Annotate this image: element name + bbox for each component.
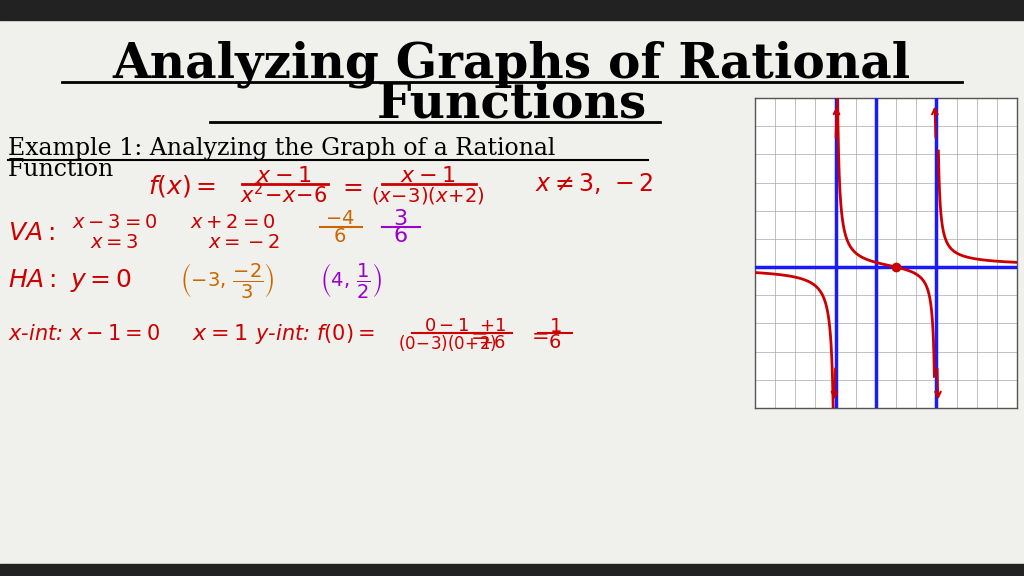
- Text: $=$: $=$: [526, 325, 548, 345]
- Text: $x=1$: $x=1$: [193, 324, 247, 344]
- Text: $x \neq 3,\,-2$: $x \neq 3,\,-2$: [535, 172, 653, 196]
- Text: $x=-2$: $x=-2$: [208, 233, 281, 252]
- Text: $0-1$: $0-1$: [424, 317, 470, 335]
- Text: $6$: $6$: [549, 334, 561, 353]
- Text: $6$: $6$: [392, 226, 408, 246]
- Text: $x-3=0$: $x-3=0$: [72, 214, 158, 233]
- Text: $x^2\!-\!x\!-\!6$: $x^2\!-\!x\!-\!6$: [240, 183, 328, 207]
- Text: $6$: $6$: [334, 226, 346, 245]
- Text: Example 1: Analyzing the Graph of a Rational: Example 1: Analyzing the Graph of a Rati…: [8, 137, 555, 160]
- Text: $f(x) =$: $f(x) =$: [148, 173, 216, 199]
- Text: $\left(-3,\,\dfrac{-2}{3}\right)$: $\left(-3,\,\dfrac{-2}{3}\right)$: [180, 262, 274, 301]
- Text: $=$: $=$: [466, 325, 487, 345]
- Text: $3$: $3$: [393, 209, 408, 229]
- Text: $x+2=0$: $x+2=0$: [190, 214, 275, 233]
- Text: $1$: $1$: [549, 316, 561, 335]
- Text: $x-1$: $x-1$: [400, 166, 456, 186]
- Text: Functions: Functions: [377, 81, 647, 127]
- Text: $=$: $=$: [338, 174, 364, 198]
- Text: $y$-int: $f(0) =$: $y$-int: $f(0) =$: [255, 322, 375, 346]
- Text: $\left(4,\,\dfrac{1}{2}\right)$: $\left(4,\,\dfrac{1}{2}\right)$: [319, 262, 382, 301]
- Text: Analyzing Graphs of Rational: Analyzing Graphs of Rational: [113, 40, 911, 88]
- Text: Function: Function: [8, 157, 115, 180]
- Text: $-4$: $-4$: [326, 210, 355, 229]
- Text: $+6$: $+6$: [478, 334, 506, 352]
- Text: $+1$: $+1$: [478, 317, 506, 335]
- Text: $(x\!-\!3)(x\!+\!2)$: $(x\!-\!3)(x\!+\!2)$: [371, 185, 485, 207]
- Text: $x=3$: $x=3$: [90, 233, 139, 252]
- Text: $VA:$: $VA:$: [8, 221, 54, 245]
- Text: $(0\!-\!3)(0\!+\!2)$: $(0\!-\!3)(0\!+\!2)$: [397, 333, 497, 353]
- Text: $HA:\ y=0$: $HA:\ y=0$: [8, 267, 132, 294]
- Text: $x$-int: $x-1=0$: $x$-int: $x-1=0$: [8, 324, 160, 344]
- Text: $x-1$: $x-1$: [256, 166, 311, 186]
